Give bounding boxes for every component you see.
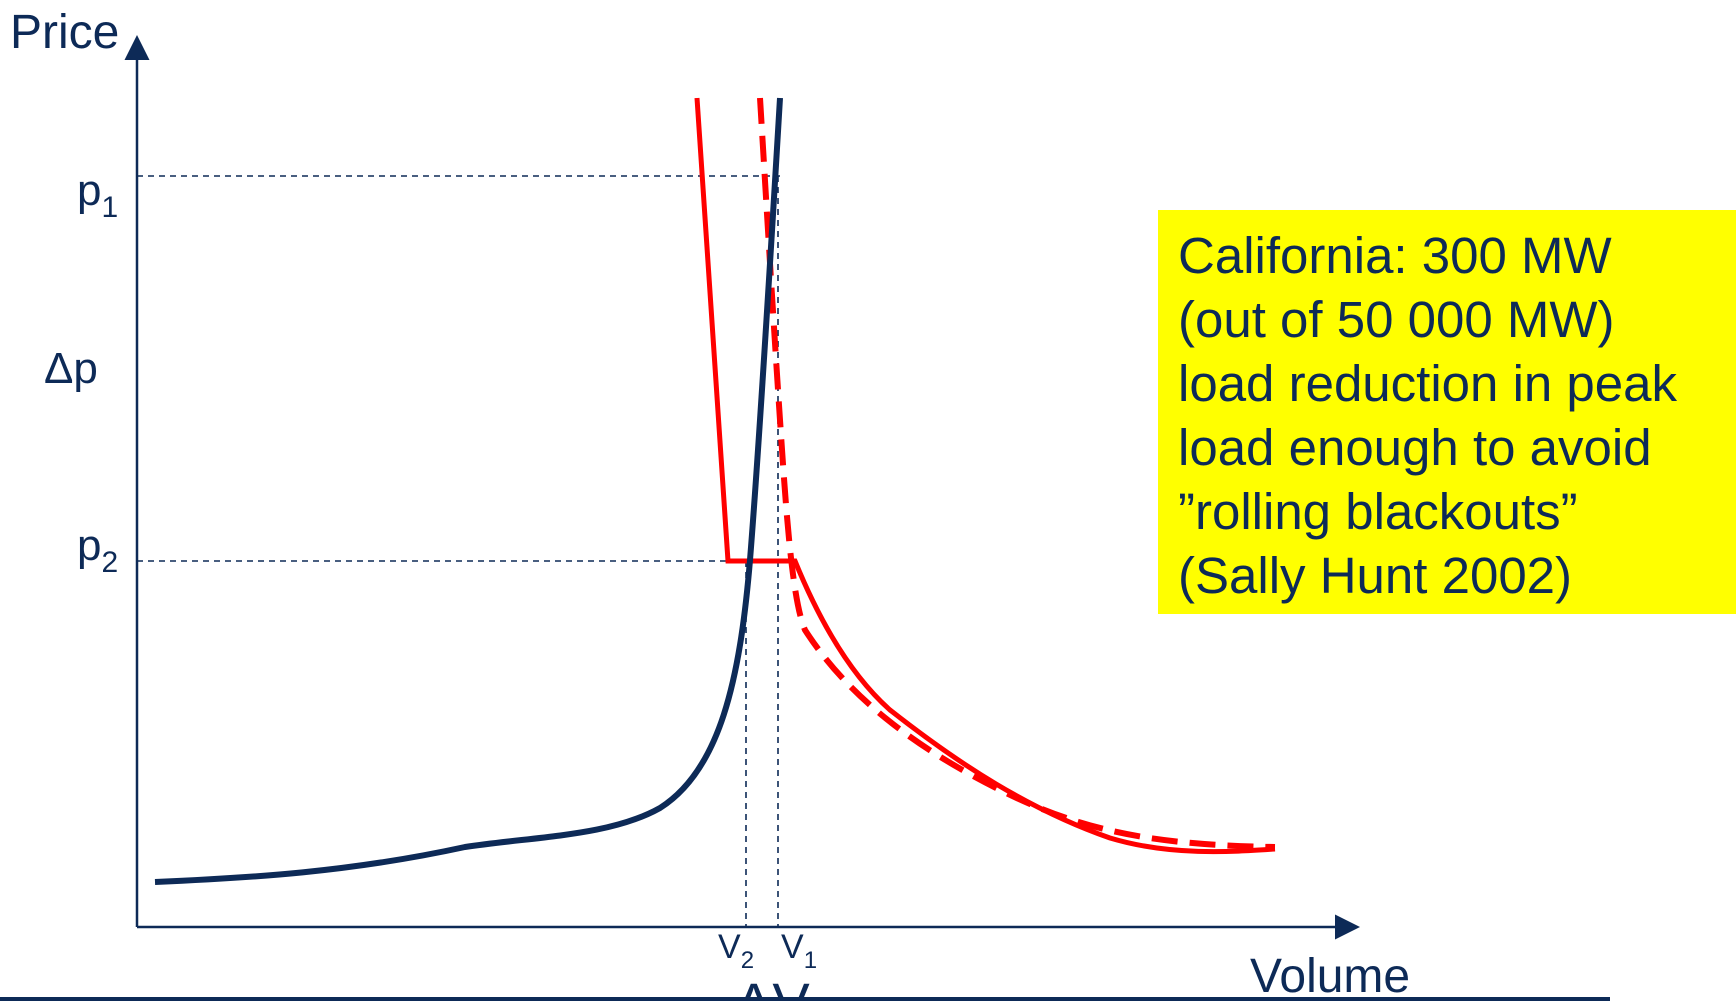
x-axis-label: Volume — [1250, 950, 1410, 1001]
v1-label: V1 — [781, 928, 817, 974]
note-line: (out of 50 000 MW) — [1178, 291, 1615, 348]
p2-label: p2 — [77, 521, 118, 579]
note-line: load reduction in peak — [1178, 355, 1678, 412]
v2-label: V2 — [718, 928, 754, 974]
demand-curve-original — [757, 97, 1276, 850]
california-note-box: California: 300 MW (out of 50 000 MW) lo… — [1158, 210, 1736, 614]
y-axis-label: Price — [10, 6, 119, 59]
delta-p-label: Δp — [44, 344, 98, 393]
note-line: California: 300 MW — [1178, 227, 1612, 284]
demand-curve-responsive — [694, 97, 1276, 855]
delta-v-label: ΔV — [735, 971, 810, 1001]
note-line: load enough to avoid — [1178, 419, 1652, 476]
supply-curve — [154, 97, 783, 885]
note-line: (Sally Hunt 2002) — [1178, 547, 1573, 604]
p1-label: p1 — [77, 166, 118, 224]
slide-bottom-rule — [0, 997, 1610, 1001]
note-line: ”rolling blackouts” — [1178, 483, 1578, 540]
